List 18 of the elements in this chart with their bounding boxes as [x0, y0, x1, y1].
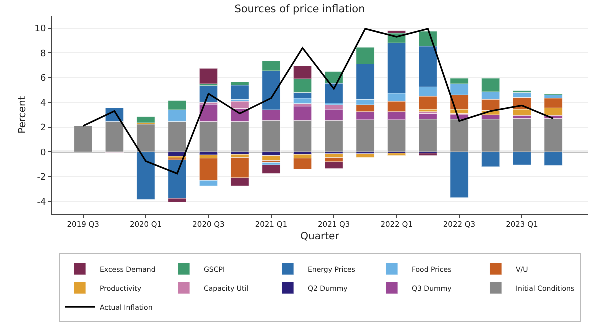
- y-tick-label: 2: [40, 124, 46, 134]
- bar: [324, 162, 344, 170]
- line-series: [82, 28, 554, 175]
- y-tick-label: 6: [40, 74, 46, 84]
- bar: [293, 158, 312, 170]
- bar: [262, 164, 281, 174]
- y-tick-label: 4: [40, 98, 46, 109]
- x-axis-title: Quarter: [300, 232, 340, 242]
- bar: [262, 156, 281, 162]
- y-tick-label: 10: [34, 24, 46, 35]
- y-tick-label: 8: [40, 49, 46, 60]
- y-tick-label: -2: [37, 173, 46, 184]
- y-tick-label: 0: [40, 148, 46, 158]
- chart-title: Sources of price inflation: [234, 3, 366, 16]
- y-tick-label: -4: [37, 198, 46, 208]
- bar: [168, 160, 187, 199]
- bar: [74, 126, 93, 152]
- y-axis-title: Percent: [18, 96, 29, 134]
